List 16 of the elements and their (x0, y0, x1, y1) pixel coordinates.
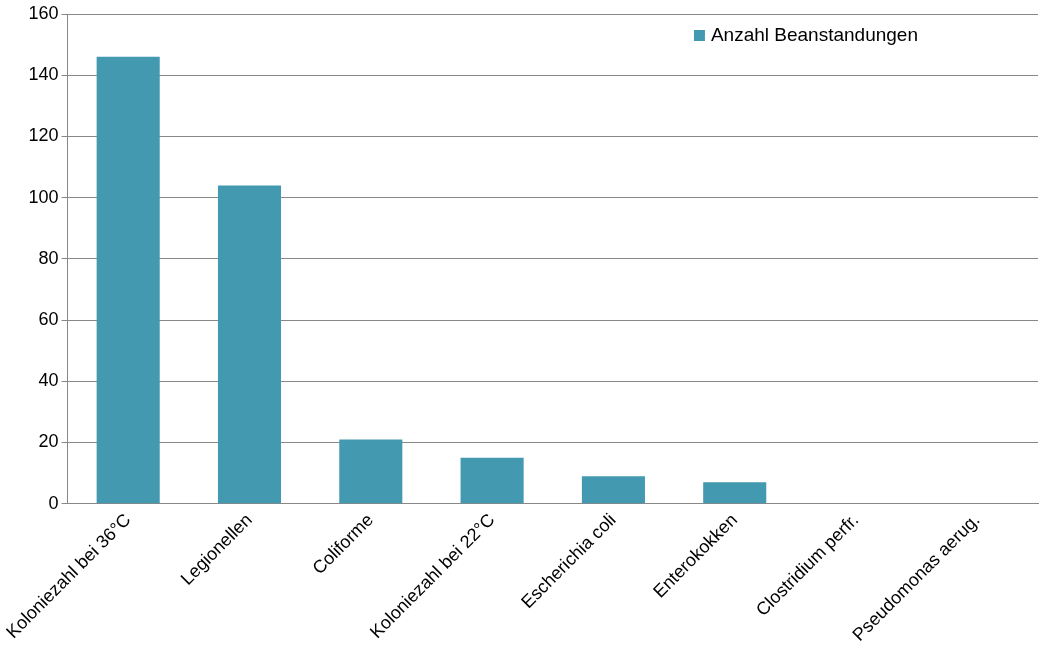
y-tick-label: 160 (28, 2, 59, 23)
y-tick-label: 140 (28, 64, 59, 85)
bar (703, 482, 767, 504)
y-tick-label: 20 (38, 431, 59, 452)
bar (217, 185, 282, 504)
y-tick-label: 80 (38, 247, 59, 268)
y-tick-label: 100 (28, 186, 59, 207)
bar (339, 439, 403, 504)
legend-label: Anzahl Beanstandungen (710, 24, 918, 46)
y-tick-label: 120 (28, 125, 59, 146)
y-tick-label: 60 (38, 309, 59, 330)
bar (96, 56, 160, 504)
bar (460, 457, 524, 504)
y-tick-label: 40 (38, 370, 59, 391)
bar (581, 476, 645, 504)
y-tick-label: 0 (48, 492, 59, 513)
